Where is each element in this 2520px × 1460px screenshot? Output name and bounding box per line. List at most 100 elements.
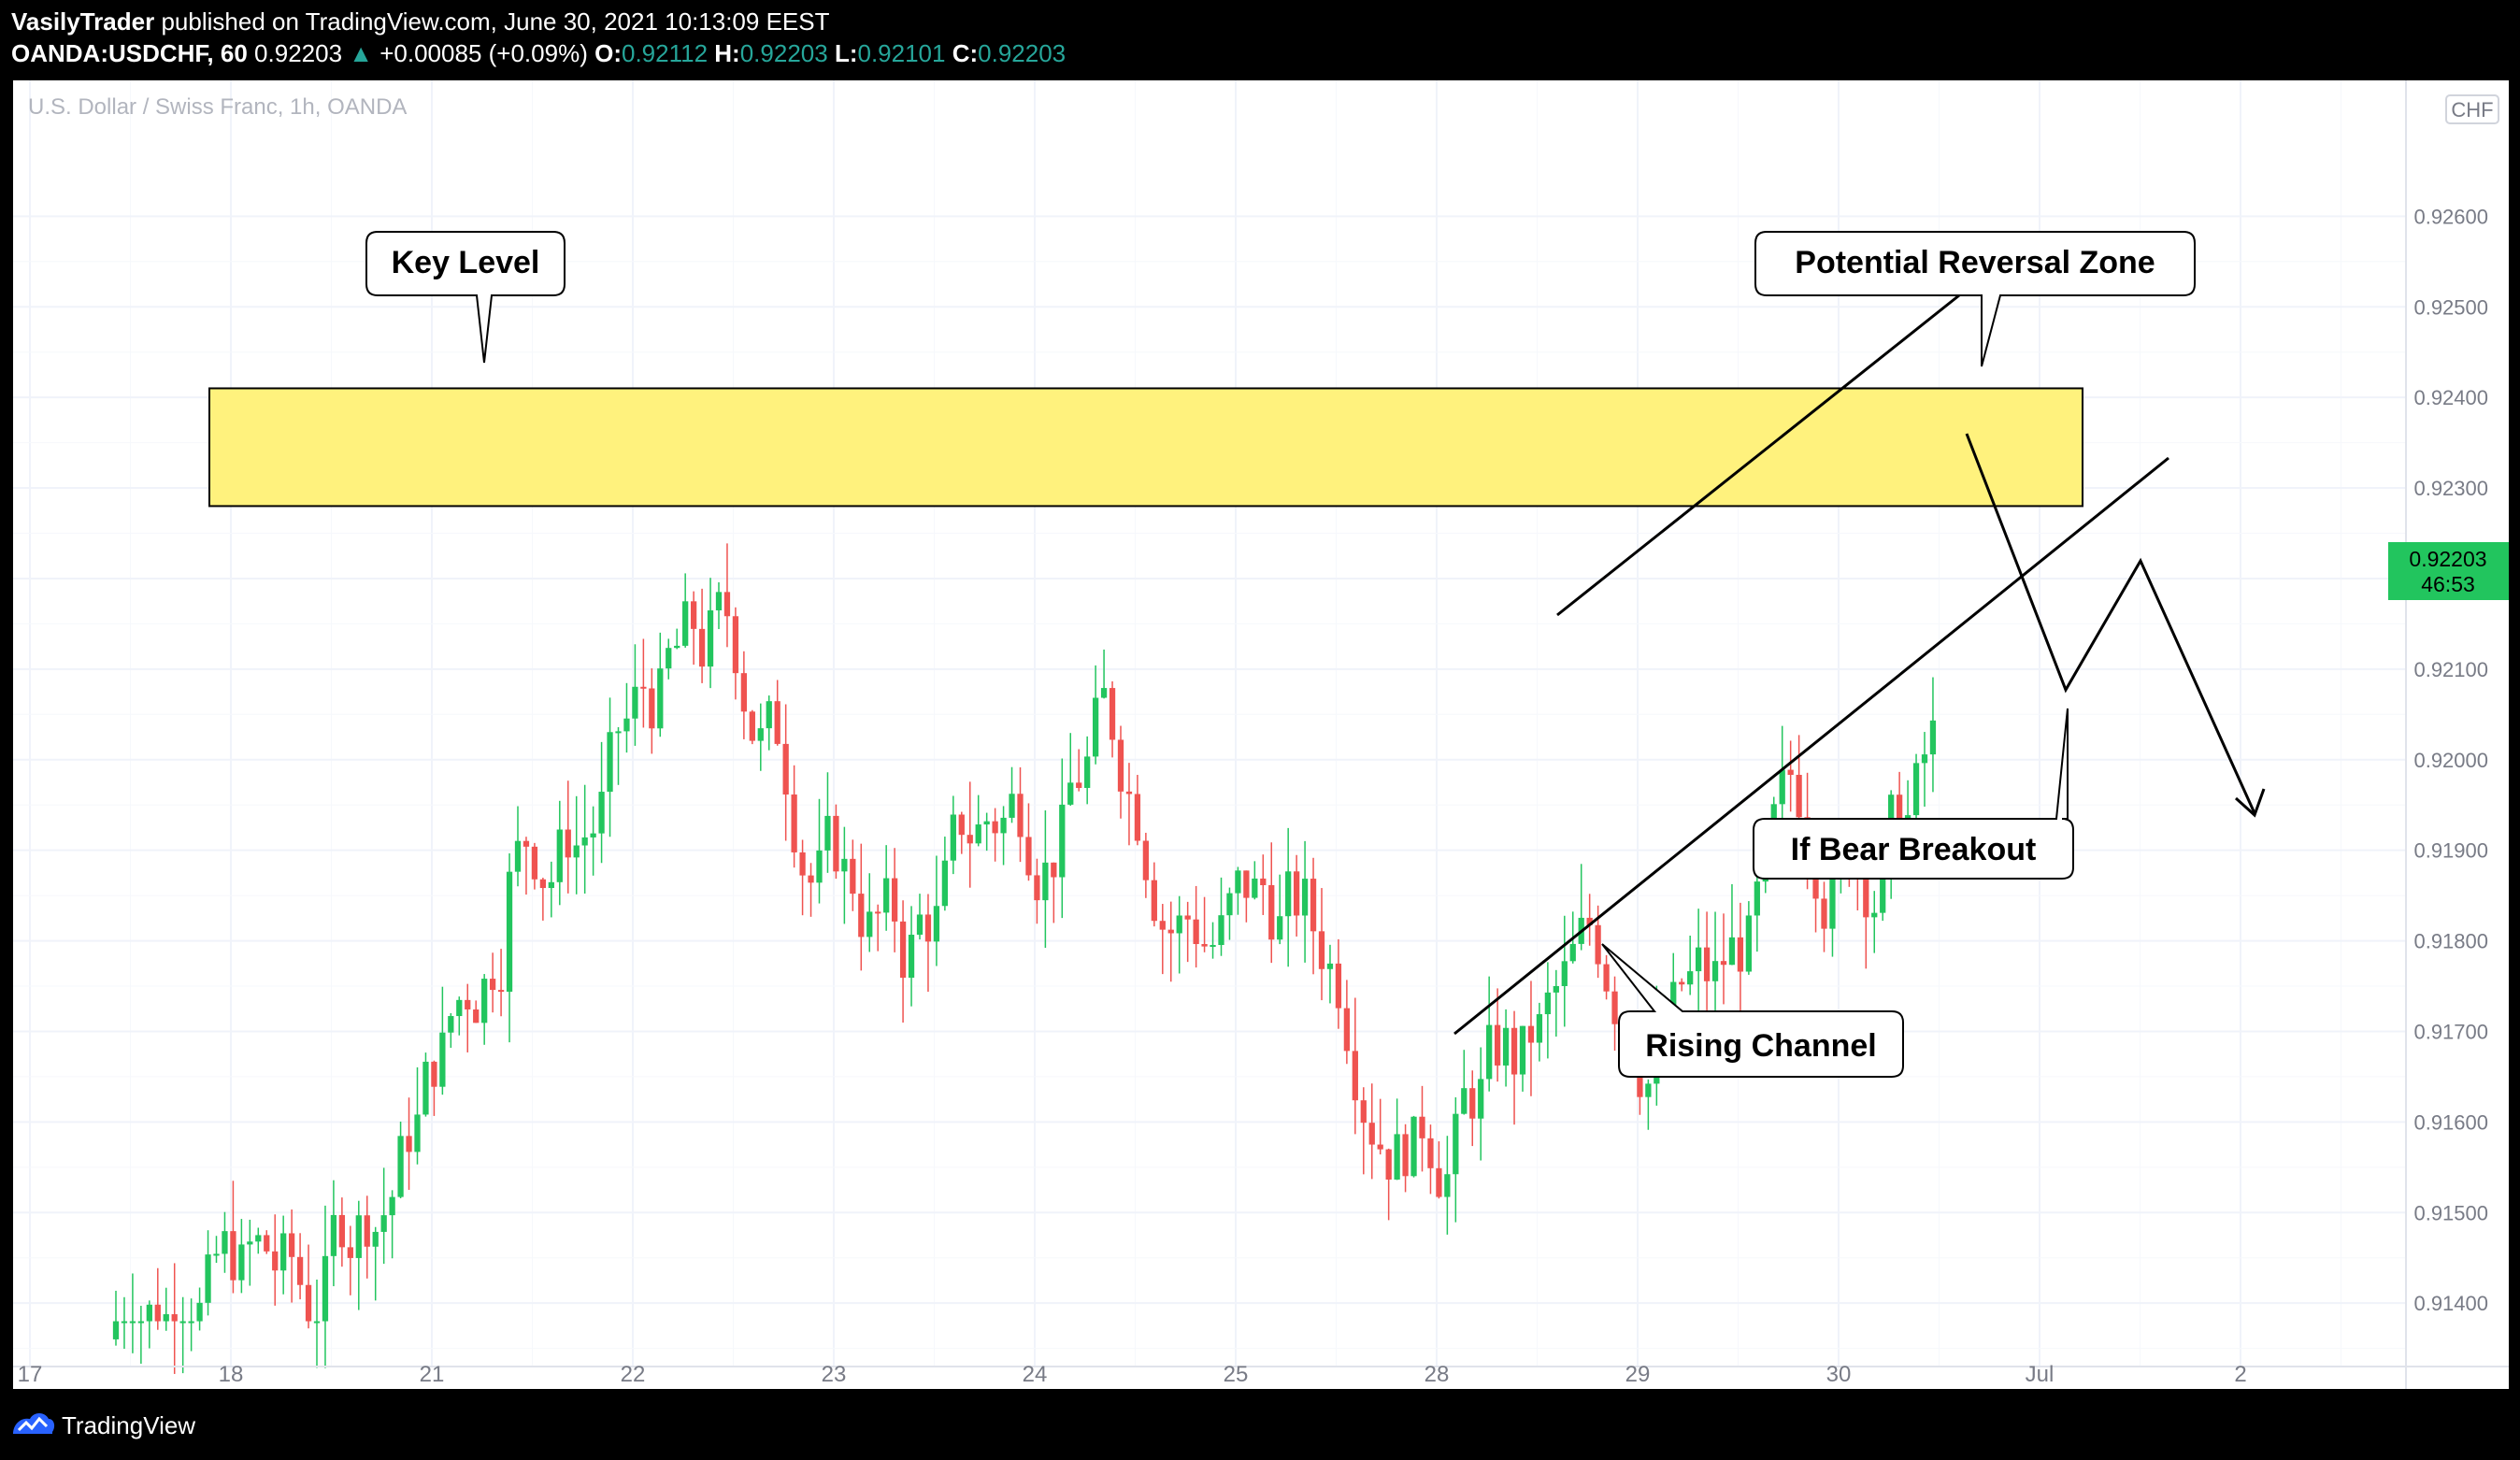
publisher-name[interactable]: VasilyTrader	[11, 7, 155, 36]
candle-body	[330, 1214, 337, 1256]
candle-body	[975, 824, 981, 844]
candle-body	[1218, 915, 1224, 946]
y-tick-label: 0.92100	[2413, 658, 2488, 681]
candle-body	[1553, 985, 1559, 993]
callout-bear-breakout[interactable]: If Bear Breakout	[1753, 708, 2074, 880]
x-tick-label: 28	[1425, 1362, 1450, 1387]
candle-body	[1134, 794, 1141, 841]
y-tick-label: 0.91700	[2413, 1020, 2488, 1043]
candle-body	[313, 1321, 321, 1324]
tradingview-logo-icon[interactable]	[11, 1408, 56, 1439]
channel-lower-line[interactable]	[1453, 456, 2169, 1036]
candle-body	[1042, 862, 1049, 901]
candle-body	[556, 829, 563, 882]
currency-badge[interactable]: CHF	[2445, 94, 2499, 124]
arrowhead-icon	[2234, 788, 2266, 818]
candle-body	[1034, 875, 1040, 901]
candle-body	[1360, 1100, 1367, 1124]
candle-body	[1285, 871, 1292, 917]
candle-body	[1293, 871, 1300, 916]
high-label: H:	[714, 39, 740, 67]
candle-body	[690, 601, 697, 629]
candle-body	[1067, 782, 1074, 805]
candle-body	[247, 1241, 253, 1245]
candle-body	[280, 1233, 287, 1271]
y-tick-label: 0.91500	[2413, 1201, 2488, 1224]
candle-body	[238, 1244, 245, 1281]
y-tick-label: 0.91900	[2413, 839, 2488, 863]
callout-rising-channel-text: Rising Channel	[1645, 1028, 1876, 1064]
key-level-zone[interactable]	[208, 387, 2083, 508]
callout-key-level[interactable]: Key Level	[365, 231, 566, 364]
candle-body	[1720, 961, 1727, 966]
callout-rising-channel[interactable]: Rising Channel	[1601, 943, 1904, 1078]
candle-body	[581, 837, 588, 846]
drawings[interactable]	[1453, 293, 2266, 1036]
publish-info: VasilyTrader published on TradingView.co…	[11, 7, 829, 36]
candle-body	[899, 921, 907, 979]
candle-body	[1478, 1079, 1484, 1119]
candle-body	[1444, 1174, 1451, 1197]
candle-body	[1025, 837, 1032, 876]
callout-reversal-zone[interactable]: Potential Reversal Zone	[1754, 231, 2196, 367]
candle-body	[1368, 1123, 1375, 1145]
candle-body	[1394, 1134, 1400, 1180]
candle-body	[1352, 1051, 1358, 1101]
channel-upper-line[interactable]	[1556, 293, 1960, 617]
candle-body	[723, 592, 731, 617]
candle-body	[1326, 963, 1334, 969]
candle-body	[364, 1215, 370, 1247]
x-tick-label: 23	[822, 1362, 847, 1387]
candle-body	[924, 914, 932, 942]
grid-horizontal	[13, 215, 2406, 1350]
candle-body	[1595, 924, 1601, 965]
candle-body	[196, 1302, 203, 1322]
candle-body	[1226, 893, 1233, 916]
candle-body	[465, 999, 471, 1009]
candle-body	[715, 592, 723, 611]
candle-body	[1151, 880, 1157, 922]
candle-body	[506, 871, 513, 992]
candle-body	[1461, 1088, 1468, 1114]
candle-body	[1453, 1113, 1459, 1175]
candle-body	[431, 1061, 437, 1087]
candle-body	[1912, 763, 1920, 816]
close-label: C:	[952, 39, 979, 67]
projection-path[interactable]	[1965, 433, 2256, 814]
candle-body	[154, 1304, 161, 1322]
candle-body	[406, 1136, 412, 1152]
candle-body	[1051, 862, 1057, 878]
candle-body	[372, 1231, 379, 1247]
time-axis[interactable]: 17 18 21 22 23 24 25 28 29 30 Jul 2	[13, 1362, 2509, 1387]
candle-body	[1871, 912, 1878, 918]
candle-body	[1779, 769, 1785, 805]
open-label: O:	[594, 39, 622, 67]
y-tick-label: 0.92300	[2413, 477, 2488, 500]
candle-body	[1017, 794, 1024, 837]
candle-body	[1586, 917, 1593, 925]
candle-body	[296, 1256, 304, 1285]
tradingview-brand[interactable]: TradingView	[62, 1411, 196, 1439]
price-axis[interactable]: 0.926000.925000.924000.923000.922000.921…	[2405, 80, 2488, 1389]
low-label: L:	[834, 39, 858, 67]
last-price-tag[interactable]: 0.92203 46:53	[2388, 542, 2509, 600]
candle-body	[1787, 769, 1794, 775]
candle-body	[523, 840, 530, 847]
candle-body	[213, 1253, 220, 1256]
high-value: 0.92203	[739, 39, 828, 67]
candle-body	[941, 860, 949, 907]
candle-body	[489, 979, 496, 991]
candle-body	[1201, 943, 1208, 947]
candle-body	[1210, 945, 1216, 948]
symbol-label[interactable]: OANDA:USDCHF, 60	[11, 39, 248, 67]
candle-body	[1076, 782, 1082, 788]
candle-body	[1117, 739, 1124, 792]
candle-body	[1728, 937, 1736, 966]
chart-svg[interactable]: Key Level Potential Reversal Zone If Bea…	[13, 80, 2509, 1389]
candle-body	[414, 1114, 421, 1152]
candle-body	[1754, 881, 1760, 916]
chart-area[interactable]: Key Level Potential Reversal Zone If Bea…	[13, 80, 2509, 1389]
callouts[interactable]: Key Level Potential Reversal Zone If Bea…	[365, 231, 2196, 1078]
candle-body	[1745, 915, 1753, 972]
candle-body	[1377, 1144, 1383, 1150]
